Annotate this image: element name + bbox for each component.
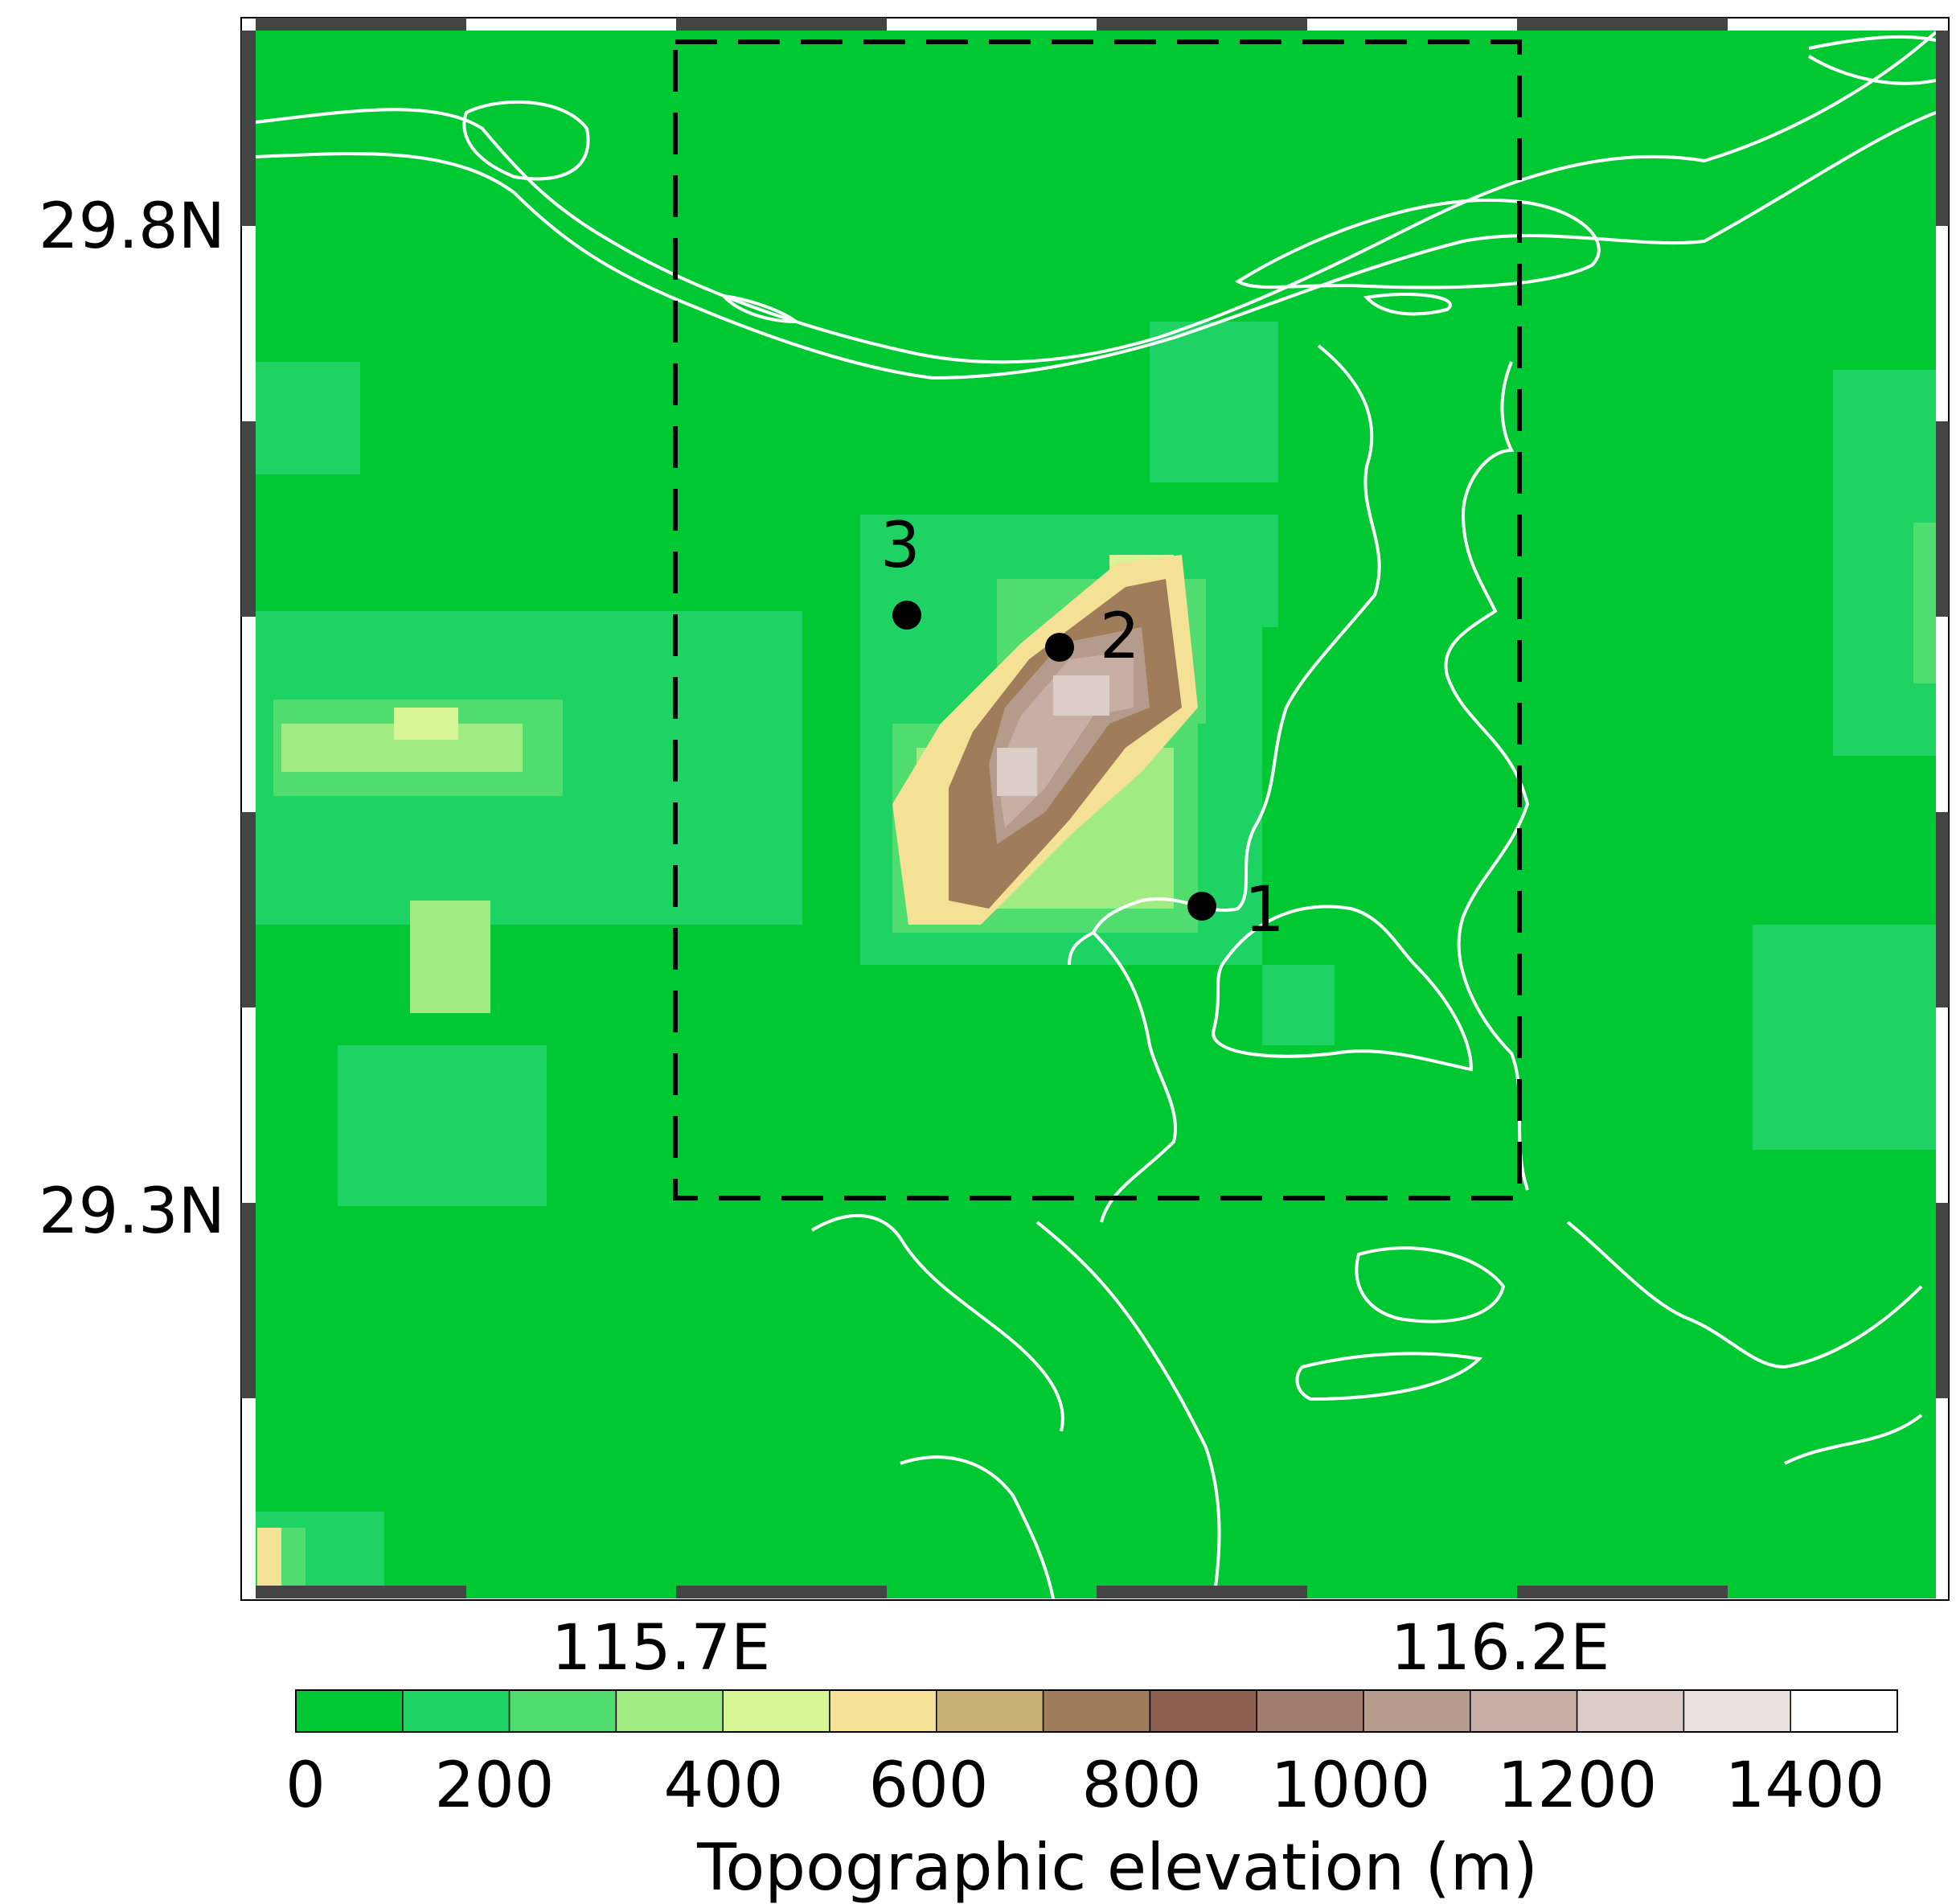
river-south-bank [256, 111, 1936, 380]
colorbar-swatch-800 [1149, 1689, 1257, 1733]
station-1-label: 1 [1245, 874, 1285, 946]
lake-shore-west [1068, 344, 1381, 966]
colorbar-tick-800: 800 [1082, 1750, 1202, 1822]
lake-shore-southwest [1092, 931, 1177, 1223]
lat-tick-29-8: 29.8N [39, 191, 225, 263]
colorbar-tick-200: 200 [435, 1750, 555, 1822]
colorbar-tick-0: 0 [285, 1750, 326, 1822]
colorbar-swatch-1300 [1683, 1689, 1791, 1733]
lat-tick-29-3: 29.3N [39, 1176, 225, 1248]
colorbar-title: Topographic elevation (m) [696, 1830, 1538, 1904]
river-north-bank [256, 31, 1936, 364]
lake-shore-east [1444, 361, 1530, 1191]
colorbar-swatch-600 [936, 1689, 1044, 1733]
colorbar-tick-400: 400 [664, 1750, 784, 1822]
shore-south-2 [1035, 1221, 1221, 1598]
station-3-label: 3 [880, 510, 921, 582]
shore-south-3 [900, 1455, 1055, 1598]
station-1-marker [1187, 892, 1216, 921]
water-outlines [256, 31, 1936, 1598]
map-panel: 1 2 3 [240, 17, 1950, 1601]
colorbar-swatch-0 [295, 1689, 404, 1733]
colorbar-border [295, 1689, 1898, 1733]
station-3-marker [892, 601, 921, 630]
station-2-label: 2 [1100, 601, 1140, 673]
lake-inner-island [1212, 905, 1474, 1072]
river-island-west [462, 100, 590, 181]
colorbar-swatch-100 [402, 1689, 511, 1733]
colorbar-swatch-700 [1042, 1689, 1151, 1733]
colorbar-tick-1200: 1200 [1498, 1750, 1658, 1822]
colorbar-swatches [295, 1689, 1898, 1733]
colorbar-ticks: 0 200 400 600 800 1000 1200 1400 [285, 1750, 1884, 1822]
map-frame [240, 17, 1950, 1601]
river-island-small [1363, 293, 1452, 316]
colorbar-swatch-1000 [1363, 1689, 1471, 1733]
river-sandbar [719, 293, 802, 324]
colorbar-swatch-500 [829, 1689, 937, 1733]
elevation-1200-1300 [997, 675, 1109, 796]
river-ne-channel [1807, 35, 1936, 85]
colorbar-swatch-300 [615, 1689, 724, 1733]
axis-labels: 29.8N 29.3N 115.7E 116.2E [39, 191, 1609, 1684]
shore-south-1 [810, 1213, 1064, 1432]
stations: 1 2 3 [880, 510, 1285, 946]
shore-southeast [1566, 1221, 1923, 1369]
lake-south-patch-2 [1295, 1352, 1483, 1401]
station-2-marker [1045, 633, 1074, 662]
colorbar: 0 200 400 600 800 1000 1200 1400 Topogra… [285, 1689, 1898, 1904]
colorbar-swatch-900 [1256, 1689, 1364, 1733]
shore-southeast-2 [1784, 1414, 1923, 1465]
colorbar-tick-600: 600 [869, 1750, 989, 1822]
colorbar-tick-1000: 1000 [1271, 1750, 1431, 1822]
colorbar-swatch-1100 [1470, 1689, 1578, 1733]
colorbar-swatch-200 [508, 1689, 617, 1733]
colorbar-swatch-1400 [1790, 1689, 1898, 1733]
lon-tick-116-2: 116.2E [1391, 1612, 1610, 1684]
colorbar-swatch-400 [722, 1689, 830, 1733]
study-domain-box [673, 39, 1522, 1200]
elevation-field [256, 322, 1936, 1598]
frame-graduations [241, 18, 1949, 1598]
lon-tick-115-7: 115.7E [552, 1612, 771, 1684]
lake-south-patch [1355, 1246, 1506, 1323]
river-island-east [1235, 199, 1601, 289]
colorbar-swatch-1200 [1576, 1689, 1685, 1733]
colorbar-tick-1400: 1400 [1725, 1750, 1885, 1822]
